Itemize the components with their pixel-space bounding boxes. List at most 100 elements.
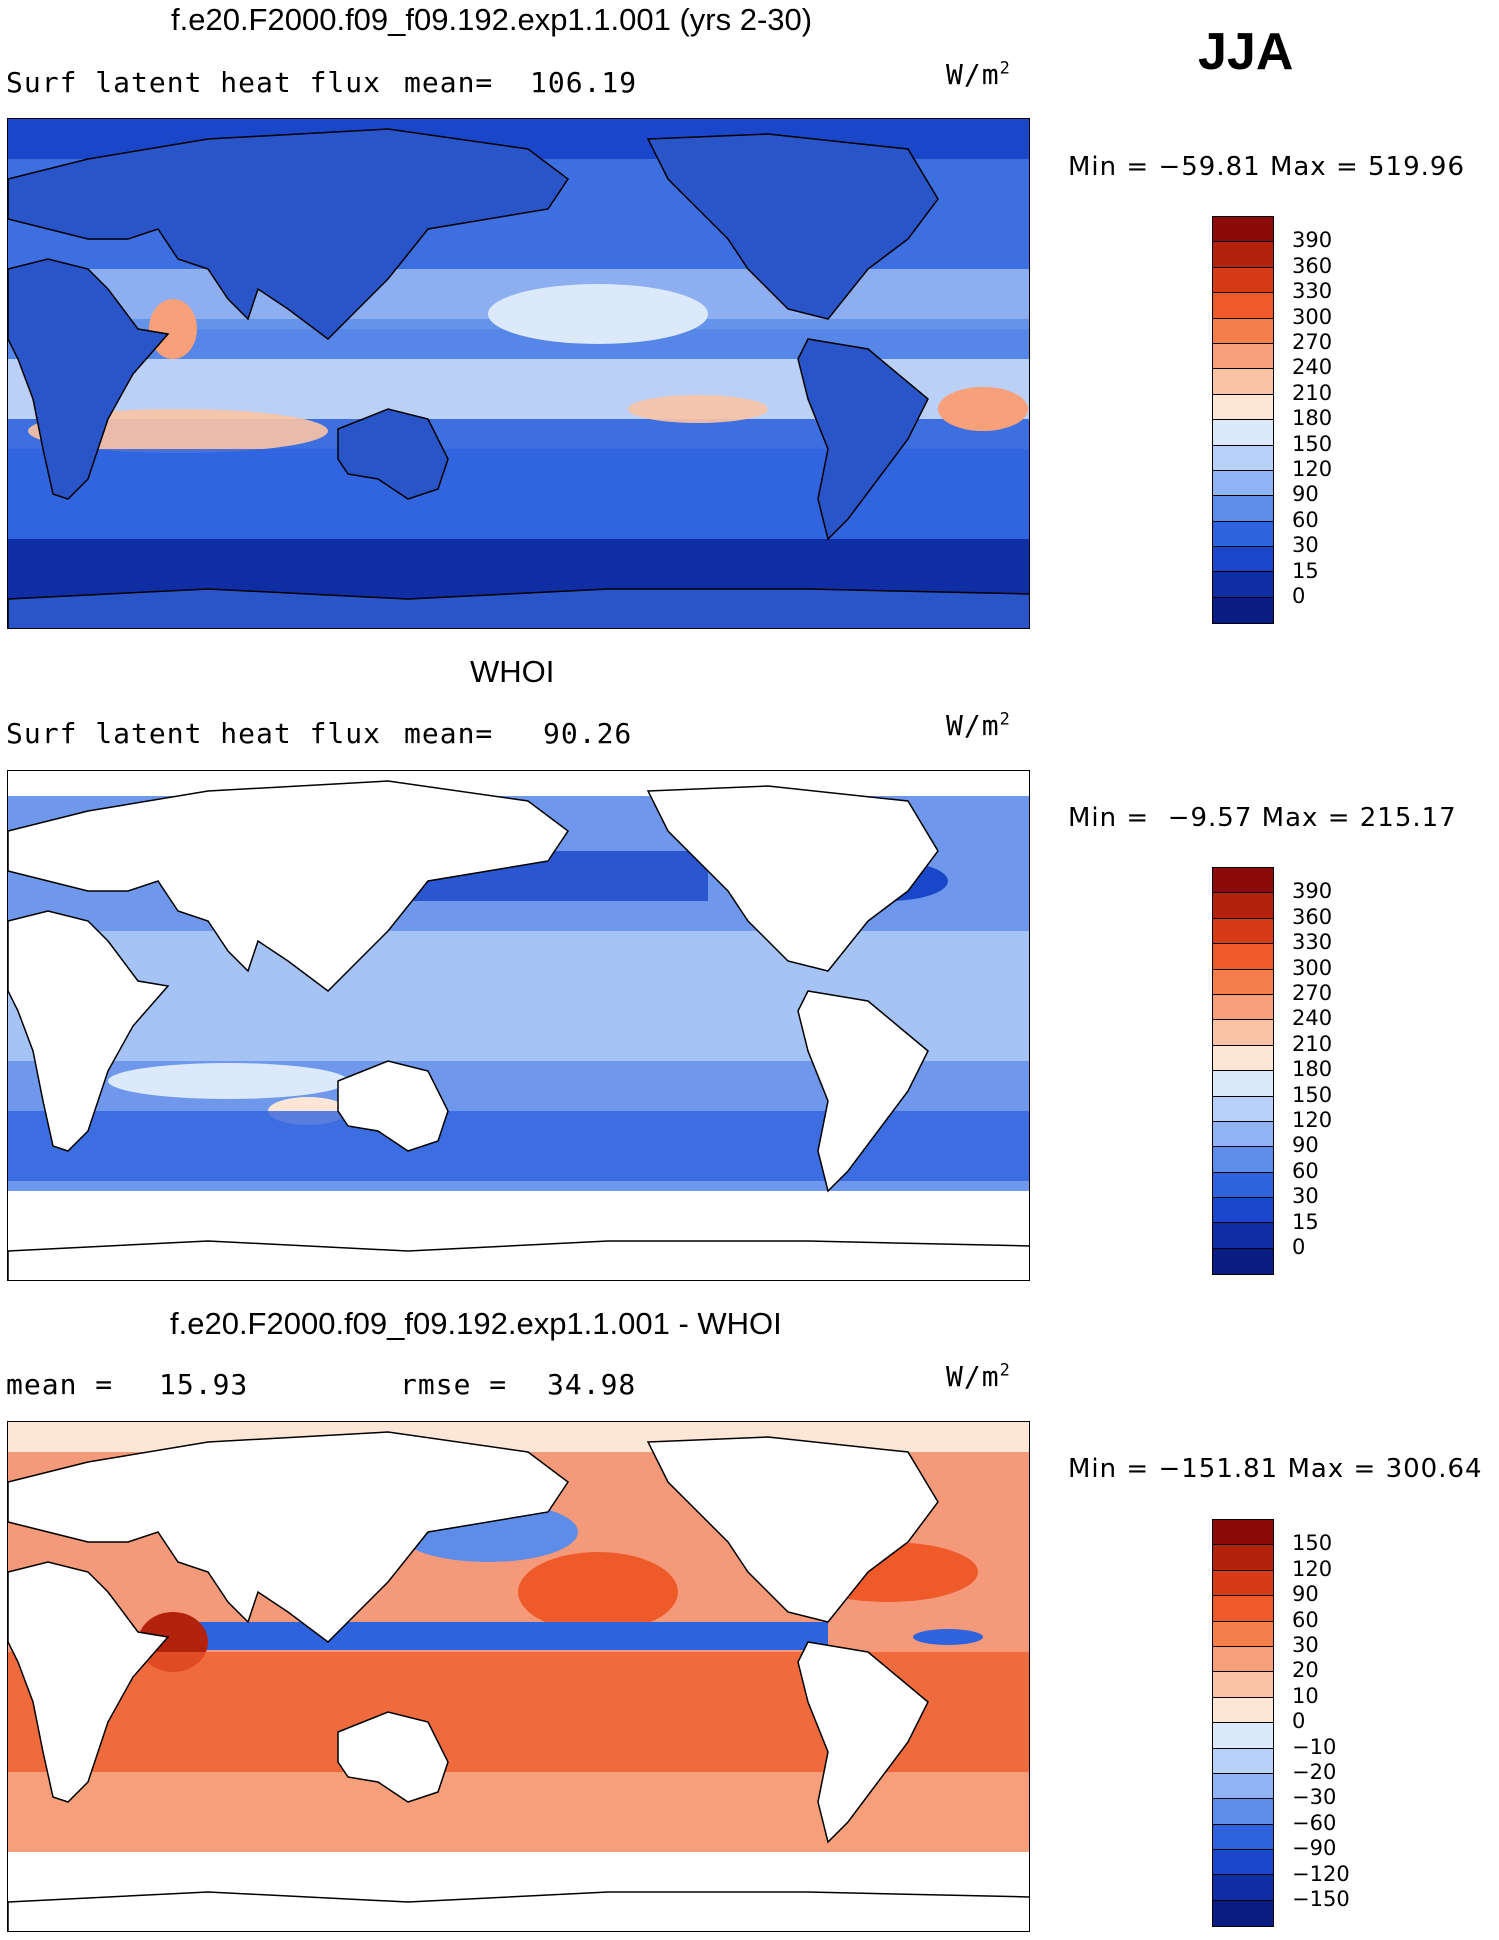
panel-model-mean-value: 106.19 [530, 66, 638, 99]
colorbar-tick-label: 300 [1292, 304, 1333, 329]
panel-model-colorbar-swatches [1212, 216, 1274, 625]
colorbar-tick-label: −120 [1292, 1861, 1350, 1886]
colorbar-swatch [1213, 969, 1273, 995]
colorbar-tick-label: 180 [1292, 1057, 1333, 1082]
colorbar-swatch [1213, 1748, 1273, 1774]
panel-model-continents [8, 128, 1029, 628]
colorbar-swatch [1213, 1172, 1273, 1199]
panel-diff-colorbar-swatches [1212, 1519, 1274, 1928]
eurasia-outline [8, 780, 570, 992]
colorbar-swatch [1213, 893, 1273, 919]
colorbar-tick-label: −60 [1292, 1810, 1337, 1835]
colorbar-tick-label: 30 [1292, 533, 1319, 558]
panel-diff-map-svg [8, 1422, 1029, 1931]
eurasia-outline [8, 1431, 570, 1643]
colorbar-swatch [1213, 1147, 1273, 1173]
colorbar-tick-label: −10 [1292, 1734, 1337, 1759]
panel-diff-units: W/m2 [946, 1360, 1011, 1393]
colorbar-tick-label: −150 [1292, 1887, 1350, 1911]
eurasia-outline [8, 128, 570, 340]
colorbar-tick-label: 270 [1292, 981, 1333, 1005]
colorbar-swatch [1213, 1045, 1273, 1072]
panel-model-mean-label: mean= [404, 66, 494, 99]
colorbar-swatch [1213, 1875, 1273, 1901]
colorbar-tick-label: 60 [1292, 507, 1319, 532]
colorbar-tick-label: 210 [1292, 380, 1333, 405]
north-america-outline [646, 133, 939, 320]
colorbar-swatch [1213, 944, 1273, 970]
panel-diff-north-pacific-pos [518, 1552, 678, 1632]
panel-obs-arctic-nodata [8, 771, 1029, 796]
colorbar-tick-label: 120 [1292, 457, 1333, 481]
colorbar-tick-label: 360 [1292, 253, 1333, 278]
panel-obs-variable-label: Surf latent heat flux [6, 717, 382, 750]
panel-obs-indian-ocean-max [108, 1063, 348, 1099]
colorbar-tick-label: 15 [1292, 1209, 1319, 1234]
south-america-outline [797, 338, 929, 541]
panel-model-variable-label: Surf latent heat flux [6, 66, 382, 99]
colorbar-tick-label: 150 [1292, 1531, 1333, 1556]
colorbar-swatch [1213, 547, 1273, 573]
panel-diff-continents [8, 1431, 1029, 1931]
south-america-outline [797, 1641, 929, 1844]
panel-diff-title: f.e20.F2000.f09_f09.192.exp1.1.001 - WHO… [170, 1306, 782, 1341]
colorbar-swatch [1213, 1646, 1273, 1673]
colorbar-tick-label: −20 [1292, 1760, 1337, 1784]
colorbar-tick-label: 120 [1292, 1556, 1333, 1581]
colorbar-tick-label: 330 [1292, 279, 1333, 304]
panel-model-map [7, 118, 1030, 629]
colorbar-tick-label: 210 [1292, 1031, 1333, 1056]
colorbar-swatch [1213, 572, 1273, 598]
panel-diff-rmse-value: 34.98 [547, 1368, 637, 1401]
colorbar-tick-label: −90 [1292, 1836, 1337, 1861]
colorbar-tick-label: 180 [1292, 406, 1333, 431]
panel-diff-min-max: Min = −151.81 Max = 300.64 [1068, 1454, 1483, 1484]
colorbar-tick-label: 0 [1292, 1709, 1306, 1734]
colorbar-tick-label: 60 [1292, 1158, 1319, 1183]
colorbar-swatch [1213, 1096, 1273, 1122]
colorbar-swatch [1213, 597, 1273, 624]
colorbar-swatch [1213, 1621, 1273, 1647]
australia-outline [337, 408, 449, 500]
panel-diff-mean-label: mean = [6, 1368, 114, 1401]
panel-diff-atlantic-itcz-neg [913, 1629, 983, 1645]
africa-outline [8, 910, 170, 1152]
colorbar-swatch [1213, 496, 1273, 522]
north-america-outline [646, 1436, 939, 1623]
colorbar-swatch [1213, 1520, 1273, 1546]
panel-diff-mean-value: 15.93 [159, 1368, 249, 1401]
colorbar-swatch [1213, 318, 1273, 344]
panel-model-arabian-sea-max [149, 299, 197, 359]
colorbar-swatch [1213, 1672, 1273, 1698]
australia-outline [337, 1060, 449, 1152]
colorbar-swatch [1213, 1223, 1273, 1249]
colorbar-swatch [1213, 1799, 1273, 1825]
panel-model-title: f.e20.F2000.f09_f09.192.exp1.1.001 (yrs … [171, 2, 813, 37]
panel-obs-continents [8, 780, 1029, 1280]
panel-model-units: W/m2 [946, 58, 1011, 91]
colorbar-tick-label: 0 [1292, 584, 1306, 608]
panel-obs-mean-label: mean= [404, 717, 494, 750]
panel-diff-arctic-band [8, 1422, 1029, 1452]
colorbar-tick-label: 90 [1292, 1133, 1319, 1158]
colorbar-tick-label: 330 [1292, 930, 1333, 955]
panel-model-pacific-max [628, 395, 768, 423]
colorbar-tick-label: 0 [1292, 1235, 1306, 1259]
colorbar-swatch [1213, 994, 1273, 1021]
colorbar-tick-label: 240 [1292, 1006, 1333, 1031]
africa-outline [8, 1561, 170, 1803]
colorbar-swatch [1213, 1773, 1273, 1800]
panel-model-min-max: Min = −59.81 Max = 519.96 [1068, 152, 1465, 182]
panel-diff-rmse-label: rmse = [400, 1368, 508, 1401]
colorbar-tick-label: 15 [1292, 558, 1319, 583]
panel-obs-min-max: Min = −9.57 Max = 215.17 [1068, 803, 1457, 833]
colorbar-tick-label: 390 [1292, 228, 1333, 253]
colorbar-swatch [1213, 1071, 1273, 1097]
colorbar-swatch [1213, 470, 1273, 497]
panel-obs-map [7, 770, 1030, 1281]
australia-outline [337, 1711, 449, 1803]
colorbar-tick-label: 30 [1292, 1184, 1319, 1209]
colorbar-swatch [1213, 369, 1273, 395]
colorbar-swatch [1213, 1697, 1273, 1724]
colorbar-swatch [1213, 1723, 1273, 1749]
